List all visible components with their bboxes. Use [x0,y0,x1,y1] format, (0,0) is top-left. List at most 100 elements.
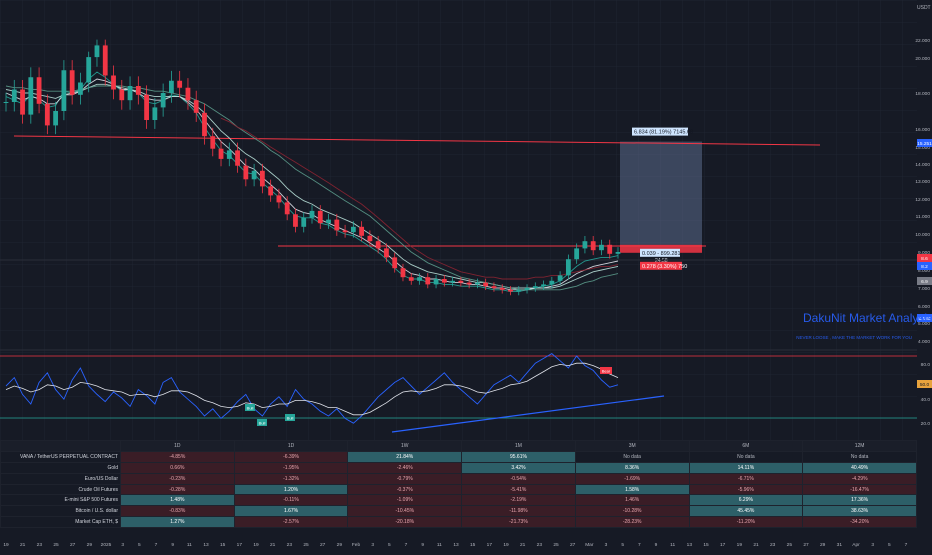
candle-body [491,286,497,288]
candle-body [309,210,315,218]
quote-currency: USDT [917,5,931,11]
table-row-label: Bitcoin / U.S. dollar [0,505,121,518]
candle-body [342,230,348,233]
candle-body [417,277,422,281]
time-tick: 5 [621,542,624,548]
price-tick: 4.000 [918,339,930,345]
candle-body [53,111,59,126]
candle-body [359,226,365,236]
table-cell: 3.42% [461,461,576,474]
table-cell: No data [802,450,917,463]
table-cell: -0.37% [347,483,463,496]
price-tag [917,139,932,147]
time-tick: 27 [320,542,326,548]
time-tick: 7 [905,542,908,548]
table-column-header: 6M [688,440,804,452]
time-tick: 11 [187,542,192,548]
table-cell: 21.84% [347,450,463,463]
table-row: Crude Oil Futures -0.28% 1.20% -0.37% -5.41%… [0,483,917,496]
price-tick: 16.000 [915,127,930,133]
price-tick: 10.000 [915,232,930,238]
candle-body [111,75,116,90]
candle-body [565,259,571,276]
table-cell: -10.45% [347,505,463,518]
time-tick: 31 [837,542,843,548]
time-tick: 13 [687,542,693,548]
table-cell: -1.32% [233,472,349,485]
table-row: Gold 0.66% -1.95% -2.46% 3.42% 8.36% 14.11% 40.… [0,461,917,474]
candle-body [268,186,274,196]
table-cell: -16.47% [802,483,917,496]
table-cell: -4.29% [802,472,917,485]
bull-marker-label: Bull [259,421,266,426]
candle-body [135,86,141,95]
time-tick: 15 [470,542,476,548]
table-cell: -5.41% [461,483,576,496]
table-cell: No data [574,450,690,463]
price-tag-label: 8.6 [921,256,928,262]
time-tick: 19 [503,542,509,548]
resistance-line [13,135,821,146]
price-tick: 9.000 [918,250,930,256]
table-cell: 1.67% [233,505,349,518]
time-tick: 21 [270,542,276,548]
candle-body [590,241,596,251]
candle-body [69,70,75,95]
candle-body [375,241,381,249]
time-tick: 19 [3,542,9,548]
rsi-tag [917,380,932,388]
time-tick: 27 [70,542,76,548]
candle-body [3,102,9,103]
price-tick: 13.000 [915,179,930,185]
time-tick: 3 [121,542,124,548]
table-column-header: 1M [461,440,576,452]
candle-body [210,136,216,149]
time-tick: 5 [388,542,391,548]
table-column-header: 3M [574,440,690,452]
table-cell: -0.11% [233,494,349,507]
candle-body [259,170,265,187]
target-label: 6.834 (81.19%) 7145.68 [634,130,693,136]
time-tick: 9 [421,542,424,548]
candle-body [160,93,166,108]
candle-body [615,252,621,254]
price-tick: 14.000 [915,162,930,168]
price-tick: 5.000 [918,321,930,327]
table-column-header: 1D [233,440,349,452]
stop-label-box [640,261,682,270]
price-tick: 12.000 [915,197,930,203]
candle-body [28,77,34,115]
rsi-signal-line [5,362,619,416]
grid-background [0,0,917,440]
candle-body [251,170,257,180]
time-tick: 2025 [101,542,112,548]
candle-body [350,226,356,233]
rsi-tick: 80.0 [921,362,931,368]
time-tick: 25 [303,542,309,548]
target-label-box [632,127,688,136]
entry-sublabel: 24.58 [655,258,668,264]
candle-body [582,241,588,249]
candle-body [433,279,439,285]
bull-marker [257,419,267,426]
table-cell: 40.49% [802,461,917,474]
table-row-label: Market Cap ETH, $ [0,516,121,529]
time-tick: 5 [138,542,141,548]
moving-average-5 [220,117,619,280]
time-tick: Apr [852,542,860,548]
candle-body [441,279,447,283]
candle-body [392,257,398,269]
table-row-label: Gold [0,461,121,474]
time-tick: 9 [655,542,658,548]
candle-body [450,280,455,283]
candle-body [408,277,414,281]
candle-body [334,219,340,231]
table-cell: -5.96% [688,483,804,496]
time-tick: 29 [87,542,93,548]
candle-body [235,150,240,166]
time-tick: 13 [453,542,459,548]
candle-body [94,45,100,58]
table-cell: 1.48% [120,494,235,507]
